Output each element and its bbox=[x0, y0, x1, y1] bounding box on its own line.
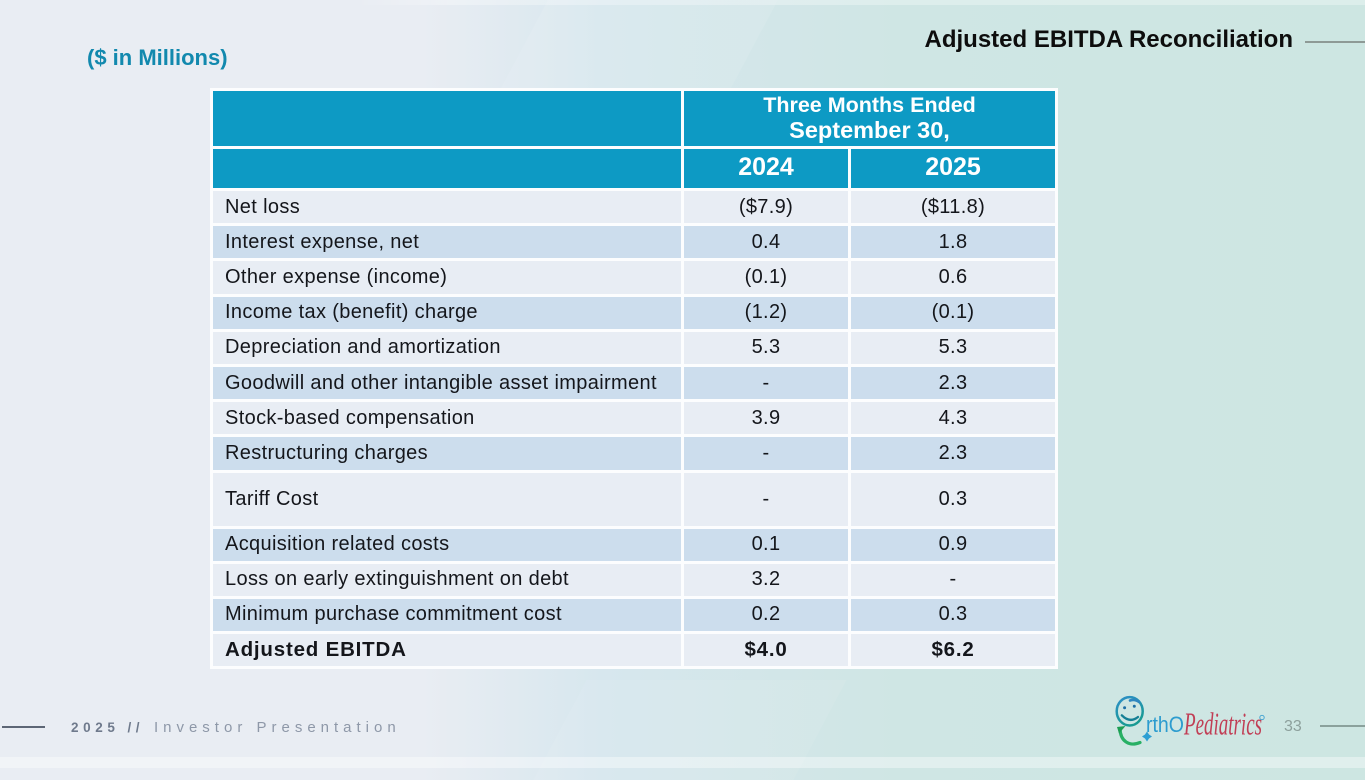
svg-text:rthO: rthO bbox=[1146, 712, 1184, 737]
svg-text:Pediatrics: Pediatrics bbox=[1183, 706, 1262, 742]
